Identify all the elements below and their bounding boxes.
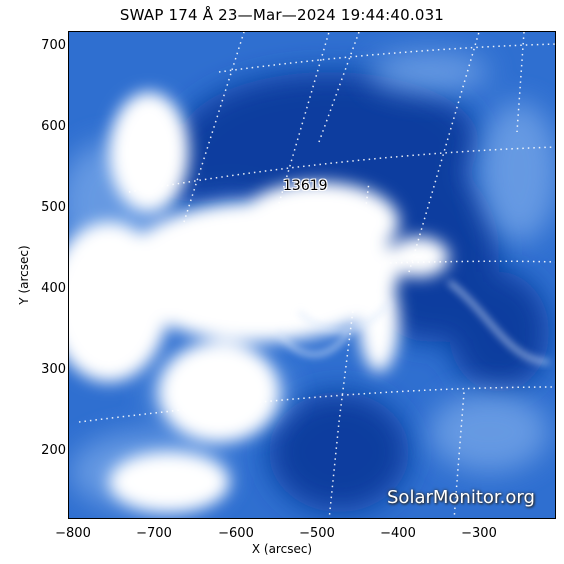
x-tick-label: −700 [136,526,172,541]
solar-image-frame [68,31,556,519]
x-tick-label: −500 [299,526,335,541]
y-tick-label: 600 [41,119,66,134]
y-tick-label: 700 [41,38,66,53]
x-tick-label: −300 [461,526,497,541]
x-tick-label: −400 [380,526,416,541]
image-title: SWAP 174 Å 23—Mar—2024 19:44:40.031 [119,6,445,24]
watermark: SolarMonitor.org [387,487,535,508]
y-tick-label: 300 [41,362,66,377]
x-tick-label: −600 [218,526,254,541]
active-region-label: 13619 [283,178,328,194]
y-tick-label: 400 [41,281,66,296]
y-tick-label: 500 [41,200,66,215]
x-tick-label: −800 [55,526,91,541]
solar-euv-image [69,32,555,518]
x-axis-label: X (arcsec) [251,542,313,556]
y-axis-label: Y (arcsec) [17,245,31,305]
y-tick-label: 200 [41,443,66,458]
